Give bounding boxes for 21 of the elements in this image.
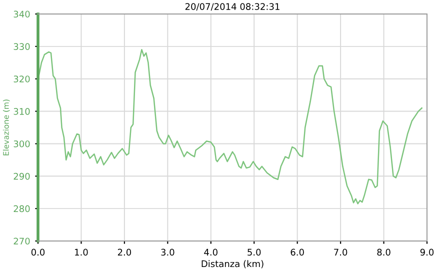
x-tick-label: 6.0 (290, 248, 304, 256)
x-tick-label: 0.0 (31, 248, 45, 256)
x-tick-label: 7.0 (334, 248, 348, 256)
y-tick-label: 280 (14, 205, 30, 212)
line-series (38, 49, 422, 204)
y-tick-label: 320 (14, 76, 30, 82)
x-tick-label: 4.0 (204, 248, 218, 256)
y-tick-label: 340 (14, 10, 30, 18)
y-tick-label: 310 (14, 108, 30, 115)
y-tick-label: 290 (14, 172, 30, 180)
x-tick-label: 2.0 (118, 248, 132, 256)
y-tick-label: 270 (14, 238, 30, 245)
y-tick-label: 300 (14, 140, 30, 148)
x-tick-label: 5.0 (248, 248, 261, 256)
x-tick-label: 3.0 (161, 248, 174, 256)
x-tick-label: 9.0 (420, 248, 434, 256)
x-axis-title: Distanza (km) (202, 260, 264, 268)
x-tick-label: 8.0 (377, 248, 390, 256)
chart-title: 20/07/2014 08:32:31 (185, 3, 280, 11)
y-tick-label: 330 (14, 43, 30, 50)
x-tick-label: 1.0 (75, 248, 88, 256)
